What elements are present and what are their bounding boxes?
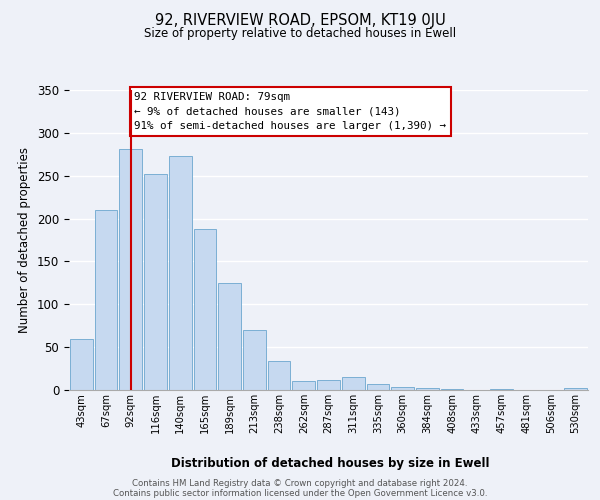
Text: Contains public sector information licensed under the Open Government Licence v3: Contains public sector information licen… — [113, 489, 487, 498]
Bar — [119, 149, 142, 390]
Bar — [292, 382, 315, 390]
Bar — [490, 389, 513, 390]
Text: 92 RIVERVIEW ROAD: 79sqm
← 9% of detached houses are smaller (143)
91% of semi-d: 92 RIVERVIEW ROAD: 79sqm ← 9% of detache… — [134, 92, 446, 132]
Text: Distribution of detached houses by size in Ewell: Distribution of detached houses by size … — [171, 458, 489, 470]
Bar — [367, 384, 389, 390]
Bar — [317, 380, 340, 390]
Bar — [391, 386, 414, 390]
Y-axis label: Number of detached properties: Number of detached properties — [19, 147, 31, 333]
Bar — [194, 229, 216, 390]
Bar — [70, 338, 93, 390]
Bar — [441, 389, 463, 390]
Bar — [342, 377, 365, 390]
Bar — [268, 361, 290, 390]
Text: Size of property relative to detached houses in Ewell: Size of property relative to detached ho… — [144, 28, 456, 40]
Bar — [416, 388, 439, 390]
Bar — [169, 156, 191, 390]
Bar — [95, 210, 118, 390]
Bar — [218, 283, 241, 390]
Text: Contains HM Land Registry data © Crown copyright and database right 2024.: Contains HM Land Registry data © Crown c… — [132, 479, 468, 488]
Bar — [564, 388, 587, 390]
Bar — [144, 174, 167, 390]
Text: 92, RIVERVIEW ROAD, EPSOM, KT19 0JU: 92, RIVERVIEW ROAD, EPSOM, KT19 0JU — [155, 12, 445, 28]
Bar — [243, 330, 266, 390]
